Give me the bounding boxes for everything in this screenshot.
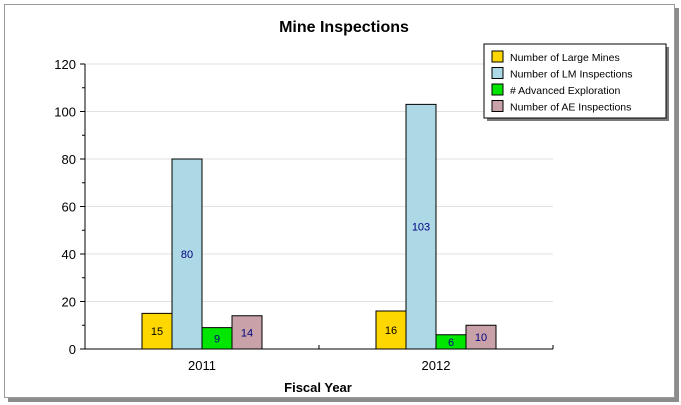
- bar: [231, 315, 263, 350]
- x-axis-title: Fiscal Year: [284, 380, 352, 395]
- gridlines: [85, 63, 553, 302]
- bar: [405, 103, 437, 350]
- bar: [171, 158, 203, 350]
- data-label: 80: [181, 249, 193, 261]
- y-tick-label: 0: [69, 342, 76, 357]
- y-tick-label: 20: [62, 295, 76, 310]
- x-tick-label: 2012: [422, 358, 451, 373]
- bar: [465, 324, 497, 350]
- legend-label: # Advanced Exploration: [510, 85, 620, 97]
- data-label: 9: [214, 333, 220, 345]
- legend-label: Number of LM Inspections: [510, 69, 633, 81]
- data-label: 14: [241, 327, 253, 339]
- y-tick-label: 40: [62, 247, 76, 262]
- bar: [375, 310, 407, 350]
- legend-box: [483, 43, 667, 119]
- data-label: 6: [448, 337, 454, 349]
- data-label: 15: [151, 326, 163, 338]
- bar: [141, 312, 173, 350]
- bars: [141, 103, 497, 350]
- legend-label: Number of AE Inspections: [510, 102, 631, 114]
- legend: Number of Large Mines Number of LM Inspec…: [483, 43, 669, 121]
- y-tick-label: 60: [62, 200, 76, 215]
- data-label: 16: [385, 325, 397, 337]
- legend-swatch: [491, 83, 504, 96]
- y-tick-label: 100: [54, 105, 76, 120]
- legend-swatch: [491, 67, 504, 79]
- y-tick-label: 120: [54, 57, 76, 72]
- legend-swatch: [491, 100, 504, 112]
- data-label: 103: [412, 222, 430, 234]
- y-tick-label: 80: [62, 152, 76, 167]
- x-tick-label: 2011: [188, 358, 216, 373]
- chart-title: Mine Inspections: [279, 19, 409, 36]
- data-label: 10: [475, 332, 487, 344]
- data-labels: 15 80 9 14 16 103 6 10: [151, 222, 487, 349]
- legend-swatch: [491, 50, 504, 63]
- axes: 0 20 40 60 80 100 120 2011 2012: [54, 57, 554, 373]
- legend-label: Number of Large Mines: [510, 52, 620, 64]
